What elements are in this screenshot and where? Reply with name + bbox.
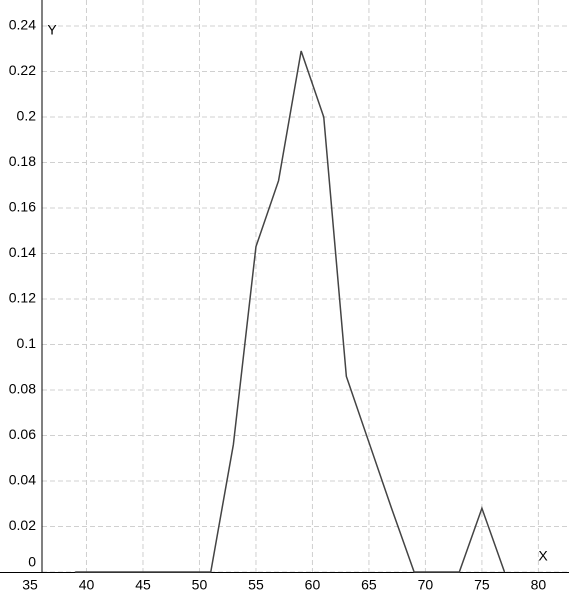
y-tick-label: 0.1: [17, 335, 37, 351]
y-tick-label: 0.02: [9, 517, 36, 533]
y-tick-label: 0.04: [9, 472, 36, 488]
y-tick-label: 0.22: [9, 62, 36, 78]
x-tick-label: 60: [305, 577, 321, 593]
y-axis-label: Y: [47, 22, 57, 38]
x-tick-label: 35: [22, 577, 38, 593]
data-line: [75, 50, 506, 573]
y-tick-label: 0.12: [9, 290, 36, 306]
x-tick-label: 65: [361, 577, 377, 593]
x-tick-label: 50: [192, 577, 208, 593]
y-tick-label: 0: [28, 554, 36, 570]
y-tick-label: 0.06: [9, 426, 36, 442]
x-tick-label: 80: [531, 577, 547, 593]
x-axis-label: X: [538, 548, 548, 564]
x-tick-label: 45: [135, 577, 151, 593]
x-tick-label: 40: [79, 577, 95, 593]
y-tick-label: 0.08: [9, 381, 36, 397]
y-tick-label: 0.16: [9, 199, 36, 215]
y-tick-label: 0.24: [9, 17, 36, 33]
x-tick-label: 55: [248, 577, 264, 593]
x-tick-label: 70: [418, 577, 434, 593]
y-tick-label: 0.18: [9, 153, 36, 169]
y-tick-label: 0.2: [17, 108, 37, 124]
x-tick-label: 75: [474, 577, 490, 593]
y-tick-label: 0.14: [9, 244, 36, 260]
